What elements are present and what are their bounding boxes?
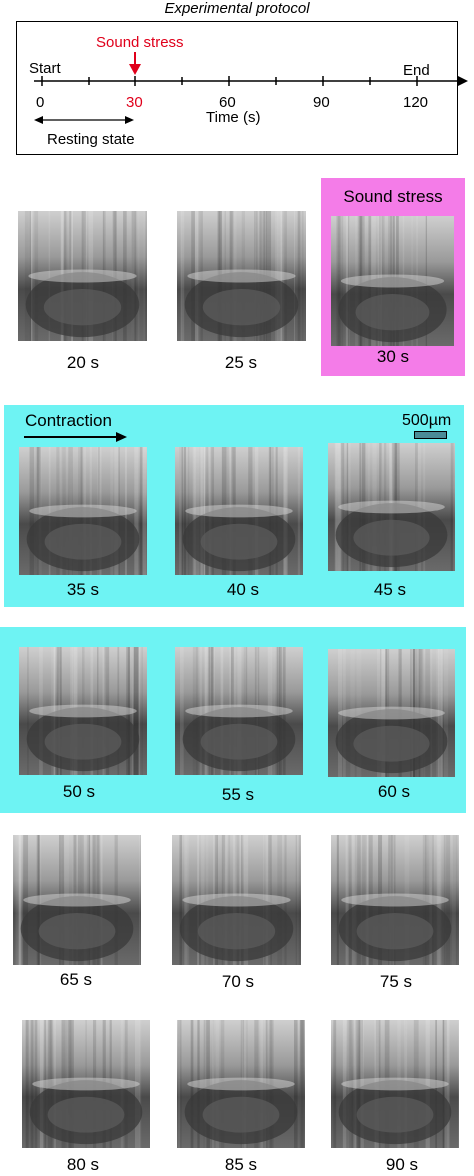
frame-caption: 55 s bbox=[221, 785, 255, 804]
frame-image bbox=[175, 647, 303, 775]
frame-caption: 90 s bbox=[385, 1155, 419, 1174]
frame-caption: 75 s bbox=[379, 972, 413, 991]
frame-texture bbox=[328, 443, 455, 571]
stimulus-label: Sound stress bbox=[96, 34, 184, 51]
frame-texture bbox=[172, 835, 301, 965]
frame-texture bbox=[18, 211, 147, 341]
frame-texture bbox=[331, 1020, 459, 1148]
frame-texture bbox=[13, 835, 141, 965]
frame-image bbox=[19, 647, 147, 775]
sound-stress-panel-label: Sound stress bbox=[343, 187, 443, 206]
protocol-box bbox=[16, 21, 458, 155]
frame-caption: 60 s bbox=[377, 782, 411, 801]
frame-caption: 25 s bbox=[224, 353, 258, 372]
frame-image bbox=[177, 1020, 305, 1148]
frame-texture bbox=[177, 211, 306, 341]
frame-caption: 35 s bbox=[66, 580, 100, 599]
frame-caption: 80 s bbox=[66, 1155, 100, 1174]
frame-caption: 70 s bbox=[221, 972, 255, 991]
frame-caption: 20 s bbox=[66, 353, 100, 372]
start-label: Start bbox=[29, 60, 61, 77]
protocol-title: Experimental protocol bbox=[164, 0, 310, 17]
tick-90: 90 bbox=[313, 94, 330, 111]
frame-caption: 45 s bbox=[373, 580, 407, 599]
frame-texture bbox=[331, 216, 454, 346]
scale-bar bbox=[414, 431, 447, 439]
frame-texture bbox=[19, 447, 147, 575]
frame-caption: 40 s bbox=[226, 580, 260, 599]
frame-image bbox=[19, 447, 147, 575]
frame-texture bbox=[19, 647, 147, 775]
tick-0: 0 bbox=[36, 94, 45, 111]
tick-60: 60 bbox=[219, 94, 236, 111]
frame-caption: 50 s bbox=[62, 782, 96, 801]
frame-image bbox=[13, 835, 141, 965]
frame-image bbox=[177, 211, 306, 341]
frame-caption: 65 s bbox=[59, 970, 93, 989]
frame-texture bbox=[328, 649, 455, 777]
frame-caption: 30 s bbox=[376, 347, 410, 366]
time-axis bbox=[34, 76, 468, 124]
frame-image bbox=[331, 1020, 459, 1148]
frame-image bbox=[328, 443, 455, 571]
stimulus-arrow-icon bbox=[129, 52, 141, 75]
end-label: End bbox=[403, 62, 430, 79]
contraction-arrow-icon bbox=[24, 432, 127, 442]
tick-30: 30 bbox=[126, 94, 143, 111]
frame-texture bbox=[22, 1020, 150, 1148]
frame-texture bbox=[177, 1020, 305, 1148]
frame-image bbox=[328, 649, 455, 777]
frame-image bbox=[172, 835, 301, 965]
frame-caption: 85 s bbox=[224, 1155, 258, 1174]
resting-state-label: Resting state bbox=[47, 131, 135, 148]
frame-image bbox=[331, 216, 454, 346]
time-axis-label: Time (s) bbox=[206, 109, 261, 126]
frame-texture bbox=[331, 835, 459, 965]
frame-texture bbox=[175, 647, 303, 775]
scale-bar-label: 500µm bbox=[402, 412, 452, 429]
frame-texture bbox=[175, 447, 303, 575]
frame-image bbox=[22, 1020, 150, 1148]
tick-120: 120 bbox=[403, 94, 429, 111]
frame-image bbox=[331, 835, 459, 965]
frame-image bbox=[18, 211, 147, 341]
contraction-label: Contraction bbox=[25, 411, 112, 430]
frame-image bbox=[175, 447, 303, 575]
